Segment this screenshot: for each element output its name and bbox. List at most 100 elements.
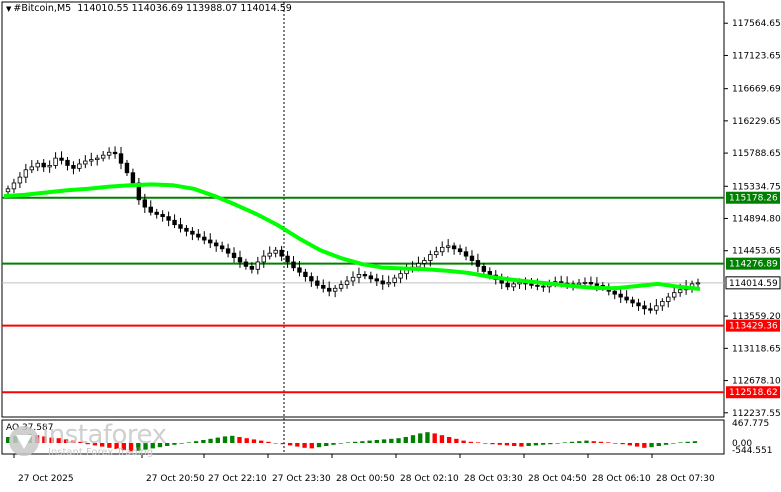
candle-body bbox=[350, 276, 356, 282]
candle-body bbox=[642, 305, 647, 310]
y-tick-label: 116669.69 bbox=[732, 85, 781, 95]
ao-bar bbox=[302, 443, 307, 448]
x-tick-label: 28 Oct 06:10 bbox=[592, 474, 651, 484]
ao-tick-label: 467.775 bbox=[732, 419, 769, 429]
candle-body bbox=[666, 296, 671, 302]
ao-bar bbox=[642, 443, 647, 448]
candle-body bbox=[618, 293, 623, 298]
candle-body bbox=[440, 246, 445, 253]
y-tick-label: 113559.20 bbox=[732, 312, 781, 322]
candle-body bbox=[11, 182, 17, 190]
ao-bar bbox=[656, 443, 661, 446]
candle-body bbox=[463, 251, 469, 257]
ao-bar bbox=[497, 443, 502, 445]
candle-body bbox=[511, 283, 516, 288]
ao-bar bbox=[259, 440, 264, 443]
y-tick-label: 115788.65 bbox=[732, 149, 781, 159]
dropdown-triangle-icon[interactable]: ▼ bbox=[6, 5, 12, 13]
ao-bar bbox=[157, 443, 163, 448]
candle-body bbox=[654, 305, 659, 311]
candle-body bbox=[588, 282, 594, 285]
ao-bar bbox=[468, 441, 474, 443]
candle-body bbox=[630, 299, 635, 304]
y-tick-label: 117123.65 bbox=[732, 51, 781, 61]
candle-body bbox=[219, 245, 225, 250]
candle-body bbox=[100, 154, 106, 159]
candle-body bbox=[368, 275, 374, 280]
ao-bar bbox=[121, 443, 127, 451]
ohlc-values: 114010.55 114036.69 113988.07 114014.59 bbox=[77, 3, 292, 14]
candle-body bbox=[124, 162, 130, 174]
ao-bar bbox=[512, 443, 517, 446]
candle-body bbox=[59, 157, 64, 161]
x-tick-label: 28 Oct 00:50 bbox=[336, 474, 395, 484]
ao-bar bbox=[374, 440, 380, 443]
candle-body bbox=[315, 280, 320, 286]
candle-body bbox=[243, 261, 249, 267]
candle-body bbox=[398, 273, 403, 279]
candle-body bbox=[636, 302, 641, 307]
ao-bar bbox=[432, 433, 437, 443]
level-tag-bg bbox=[726, 386, 780, 399]
candle-body bbox=[184, 227, 189, 232]
candle-body bbox=[392, 277, 397, 283]
ao-bar bbox=[475, 442, 481, 443]
ao-bar bbox=[331, 443, 336, 445]
candle-body bbox=[148, 206, 153, 213]
candle-body bbox=[261, 255, 266, 263]
ao-bar bbox=[425, 432, 430, 443]
x-tick-label: 28 Oct 04:50 bbox=[528, 474, 587, 484]
candle-body bbox=[535, 284, 540, 287]
candle-body bbox=[160, 214, 165, 218]
ao-bar bbox=[620, 443, 625, 445]
y-tick-label: 112237.55 bbox=[732, 409, 781, 419]
candle-body bbox=[178, 224, 183, 229]
ao-bar bbox=[324, 443, 329, 446]
ao-bar bbox=[230, 435, 235, 443]
ao-bar bbox=[215, 437, 220, 443]
candle-body bbox=[576, 282, 582, 286]
candle-body bbox=[142, 199, 148, 208]
ao-bar bbox=[273, 443, 278, 444]
ao-bar bbox=[222, 436, 228, 443]
candle-body bbox=[445, 245, 451, 248]
ao-bar bbox=[439, 435, 445, 443]
candle-body bbox=[422, 260, 427, 264]
candle-body bbox=[672, 292, 677, 298]
ao-bar bbox=[128, 443, 134, 452]
candle-body bbox=[660, 301, 665, 307]
ao-bar bbox=[150, 443, 155, 449]
candle-body bbox=[594, 283, 600, 286]
level-layer: 115178.26 114276.89 113429.36 112518.62 1140… bbox=[2, 191, 781, 399]
x-tick-label: 28 Oct 03:30 bbox=[464, 474, 523, 484]
ao-bar bbox=[179, 443, 184, 444]
candle-body bbox=[475, 260, 481, 267]
ao-bar bbox=[598, 441, 604, 443]
candle-body bbox=[517, 282, 522, 285]
candle-body bbox=[95, 157, 100, 160]
candle-body bbox=[83, 160, 88, 165]
current-price-tag: 114014.59 bbox=[729, 279, 778, 289]
y-axis: 117564.65 117123.65 116669.69 116229.65 1157… bbox=[724, 19, 781, 419]
level-tag-bg bbox=[726, 257, 780, 270]
candle-body bbox=[321, 284, 326, 289]
level-tag-label: 114276.89 bbox=[729, 260, 778, 270]
ao-bar bbox=[85, 443, 90, 445]
ao-bar bbox=[92, 443, 98, 446]
candle-body bbox=[416, 263, 421, 268]
candle-body bbox=[332, 287, 338, 292]
ao-bar bbox=[71, 440, 76, 443]
candle-body bbox=[624, 296, 629, 301]
moving-average-line bbox=[3, 182, 701, 291]
ao-bar bbox=[345, 442, 351, 443]
candle-body bbox=[29, 166, 34, 171]
level-tag-label: 113429.36 bbox=[729, 322, 778, 332]
candle-body bbox=[190, 230, 195, 235]
ao-bar bbox=[78, 441, 83, 443]
candle-body bbox=[71, 165, 76, 169]
ao-bar bbox=[526, 443, 531, 446]
ao-bar bbox=[555, 443, 560, 444]
candle-body bbox=[23, 169, 29, 178]
y-tick-label: 115334.75 bbox=[732, 182, 781, 192]
